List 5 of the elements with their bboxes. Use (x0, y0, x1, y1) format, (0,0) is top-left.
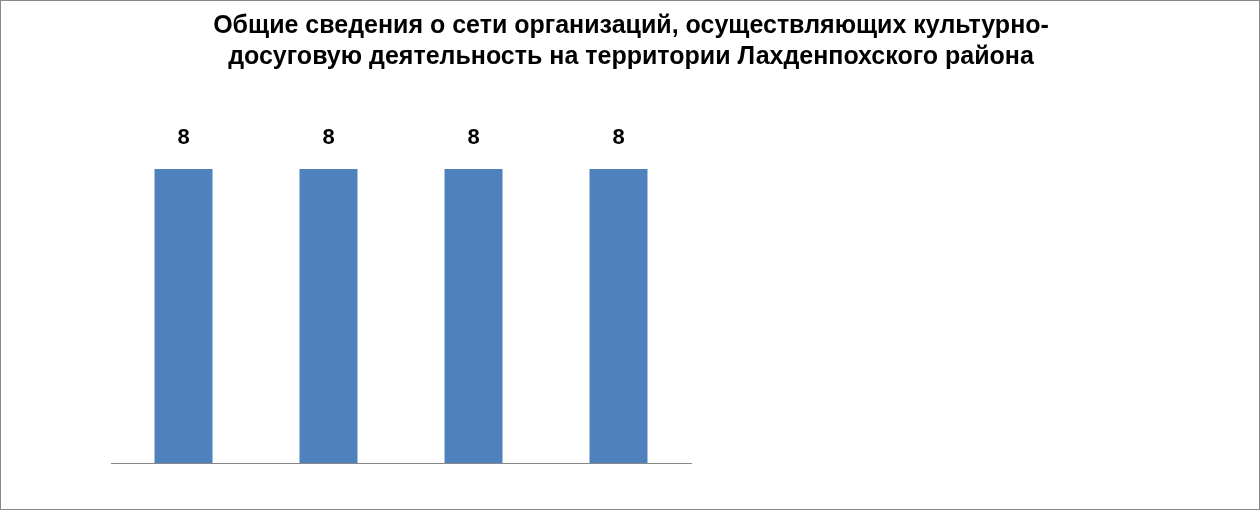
chart-title: Общие сведения о сети организаций, осуществляющих культурно-досуговую деятельность на территории Лахденпохского района (212, 9, 1050, 71)
data-label: 8 (467, 124, 480, 150)
data-label: 8 (612, 124, 625, 150)
data-label: 8 (177, 124, 190, 150)
data-label: 8 (322, 124, 335, 150)
